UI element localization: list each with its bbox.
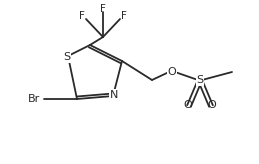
Text: N: N: [110, 90, 118, 100]
Text: S: S: [63, 52, 70, 62]
Text: O: O: [168, 67, 176, 77]
Text: O: O: [184, 100, 192, 110]
Text: F: F: [121, 11, 127, 21]
Text: S: S: [196, 75, 204, 85]
Text: O: O: [208, 100, 216, 110]
Text: F: F: [100, 4, 106, 14]
Text: Br: Br: [28, 94, 40, 104]
Text: F: F: [79, 11, 85, 21]
